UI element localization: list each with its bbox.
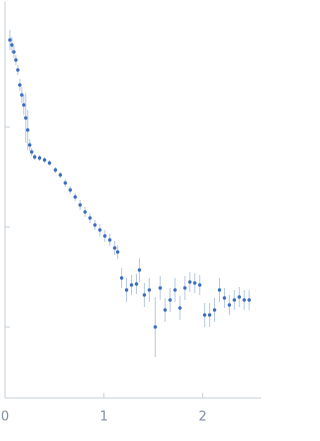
point <box>147 288 152 292</box>
point <box>32 155 37 159</box>
point <box>93 223 97 227</box>
point <box>142 293 147 297</box>
point <box>63 181 67 185</box>
point <box>14 58 18 62</box>
point <box>18 83 22 87</box>
point <box>113 246 117 250</box>
point <box>68 188 72 192</box>
point <box>119 276 124 280</box>
point <box>134 282 139 286</box>
point <box>47 161 52 165</box>
point <box>188 280 192 284</box>
point <box>178 306 182 310</box>
point <box>29 150 34 154</box>
point <box>24 116 28 120</box>
point <box>212 308 217 312</box>
point <box>168 298 172 302</box>
point <box>232 298 237 302</box>
point <box>163 308 167 312</box>
point <box>8 38 12 42</box>
point <box>227 303 232 307</box>
point <box>242 298 246 302</box>
point <box>137 268 142 272</box>
point <box>78 203 82 207</box>
point <box>28 143 32 147</box>
x-tick-label: 1 <box>100 410 108 425</box>
point <box>108 238 112 242</box>
point <box>183 286 187 290</box>
point <box>12 50 16 54</box>
point <box>129 283 134 287</box>
point <box>198 283 202 287</box>
point <box>158 286 162 290</box>
point <box>247 298 251 302</box>
point <box>103 234 107 238</box>
point <box>115 250 120 254</box>
point <box>16 68 20 72</box>
point <box>98 228 102 232</box>
point <box>237 295 241 299</box>
point <box>53 168 58 172</box>
chart: 0 1 2 <box>1 2 262 425</box>
point <box>22 103 26 107</box>
point <box>88 216 92 220</box>
point <box>58 173 63 177</box>
point <box>20 93 24 97</box>
point <box>207 313 212 317</box>
point <box>26 128 30 132</box>
page: {"chart_data": {"type": "scatter", "x": … <box>0 2 262 425</box>
point <box>153 325 157 329</box>
point <box>10 43 14 47</box>
point <box>124 288 129 292</box>
point <box>193 281 197 285</box>
point <box>73 195 77 199</box>
x-tick-label: 0 <box>1 410 9 425</box>
point <box>217 288 222 292</box>
point <box>83 210 87 214</box>
point <box>202 313 207 317</box>
point <box>37 156 42 160</box>
point <box>222 296 227 300</box>
point <box>42 158 47 162</box>
point <box>173 288 177 292</box>
x-tick-label: 2 <box>199 410 207 425</box>
